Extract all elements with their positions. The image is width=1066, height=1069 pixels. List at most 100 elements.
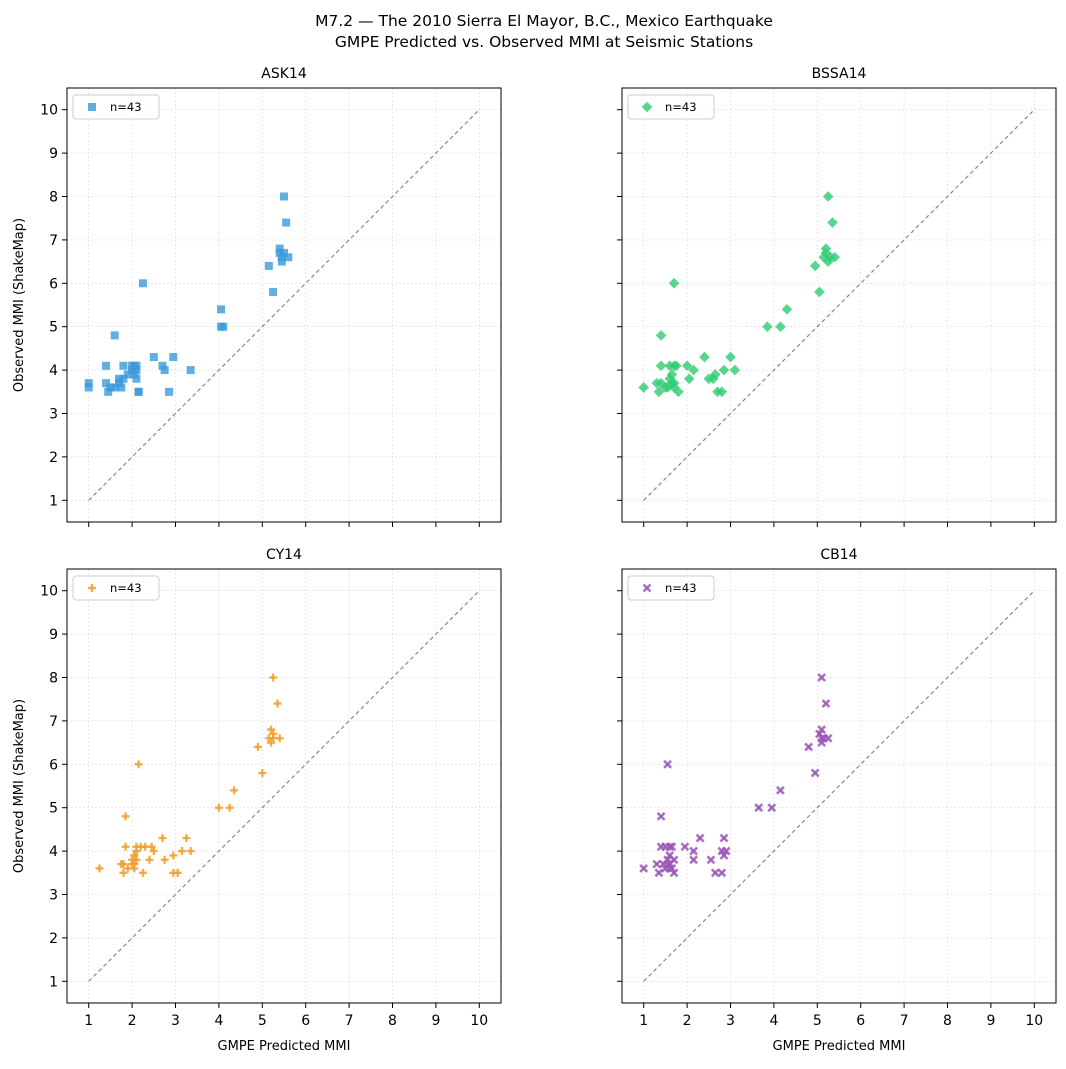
y-tick-label-3: 3: [49, 888, 58, 904]
data-point-37: [827, 217, 838, 228]
panel-title: CB14: [820, 547, 857, 563]
data-point-22: [134, 387, 143, 396]
data-point-40: [282, 218, 291, 227]
panels: 1 2 3 4 5 6 7 8 9 10 ASK14 Observed MMI (ShakeMap) n…: [12, 66, 1057, 1054]
x-tick-label-8: 8: [388, 1013, 397, 1029]
data-point-30: [775, 785, 785, 795]
data-point-3-b: [656, 811, 666, 821]
data-point-41-b: [663, 859, 672, 869]
y-tick-label-8: 8: [49, 671, 58, 687]
y-tick-label-6: 6: [49, 757, 58, 773]
legend-label: n=43: [665, 581, 697, 595]
x-tick-label-1: 1: [639, 1013, 648, 1029]
x-tick-label-4: 4: [214, 1013, 223, 1029]
panel-cy14: 1 2 3 4 5 6 7 8 9 10 1 2 3 4 5 6 7 8 9 10 CY14 GMPE Predicted…: [12, 547, 502, 1054]
y-tick-label-4: 4: [49, 363, 58, 379]
y-tick-label-7: 7: [49, 714, 58, 730]
legend-marker: [88, 103, 96, 111]
data-point-10-b: [665, 842, 675, 852]
data-point-25: [158, 361, 167, 370]
data-point-16-b: [669, 855, 679, 865]
data-point-37: [269, 673, 278, 682]
data-point-31: [814, 286, 825, 298]
data-point-16: [681, 360, 693, 372]
data-point-18: [688, 364, 699, 376]
x-tick-label-6: 6: [301, 1013, 310, 1029]
reference-line: [643, 590, 1035, 982]
x-tick-label-3: 3: [171, 1013, 180, 1029]
data-point-42-b: [665, 864, 675, 873]
data-point-28: [186, 847, 195, 856]
y-tick-label-1: 1: [49, 493, 58, 509]
data-point-19-b: [689, 855, 699, 865]
data-point-38-b: [821, 699, 831, 708]
data-point-1-b: [652, 859, 662, 869]
data-point-41: [663, 859, 672, 869]
y-axis-label: Observed MMI (ShakeMap): [12, 699, 27, 873]
legend: n=43: [627, 575, 715, 601]
y-tick-label-7: 7: [49, 233, 58, 249]
x-tick-label-2: 2: [128, 1013, 137, 1029]
data-point-23: [716, 386, 728, 398]
x-tick-label-10: 10: [470, 1013, 488, 1029]
data-point-38: [277, 257, 286, 266]
data-point-32: [253, 742, 262, 751]
data-point-28: [169, 353, 178, 362]
data-point-27: [182, 834, 191, 843]
data-point-24: [149, 353, 158, 362]
axes-frame: [66, 568, 502, 1004]
panel-title: ASK14: [261, 66, 307, 82]
x-tick-label-1: 1: [84, 1013, 93, 1029]
legend-box: [627, 94, 715, 120]
data-point-32-b: [810, 768, 820, 778]
data-point-23: [138, 279, 147, 288]
data-point-21: [706, 855, 716, 865]
data-point-22-b: [710, 868, 720, 878]
data-point-22: [710, 868, 720, 878]
data-point-16: [669, 855, 679, 865]
data-point-41: [284, 253, 293, 262]
data-point-20: [695, 833, 705, 843]
x-tick-label-8: 8: [943, 1013, 952, 1029]
data-point-13: [132, 847, 141, 856]
data-point-18: [132, 366, 141, 375]
data-point-3: [102, 379, 111, 388]
data-point-5: [106, 383, 115, 392]
legend-box: [72, 94, 160, 120]
x-tick-label-6: 6: [856, 1013, 865, 1029]
data-point-32: [219, 322, 228, 331]
data-point-2: [653, 386, 665, 398]
data-point-29: [214, 803, 223, 812]
data-point-26: [160, 366, 169, 375]
panel-cb14: 1 2 3 4 5 6 7 8 9 10 CB14 GMPE Predicted MMI n=43: [617, 547, 1057, 1054]
data-point-24: [718, 364, 730, 376]
data-point-40: [668, 377, 680, 389]
data-point-40: [275, 734, 284, 743]
data-point-1: [652, 859, 662, 869]
legend-marker: [641, 101, 653, 113]
data-point-35: [266, 725, 275, 734]
data-point-15: [128, 366, 137, 375]
data-point-27: [762, 321, 773, 332]
data-point-42: [665, 864, 675, 873]
data-point-18: [145, 855, 154, 864]
data-point-19: [689, 855, 699, 865]
y-tick-label-10: 10: [40, 584, 58, 600]
data-point-11: [119, 361, 128, 370]
legend-label: n=43: [110, 100, 142, 114]
y-tick-label-5: 5: [49, 320, 58, 336]
data-point-10: [666, 369, 678, 380]
data-point-30: [217, 305, 226, 314]
legend-label: n=43: [110, 581, 142, 595]
legend: n=43: [627, 94, 715, 120]
data-point-20: [132, 361, 141, 370]
data-point-2: [119, 860, 128, 869]
data-point-19: [699, 351, 710, 363]
data-point-19: [147, 842, 156, 851]
data-point-40: [817, 733, 827, 743]
data-point-11-b: [665, 851, 675, 860]
data-point-31: [804, 742, 814, 752]
data-point-3: [119, 868, 128, 877]
data-point-14: [670, 360, 682, 372]
